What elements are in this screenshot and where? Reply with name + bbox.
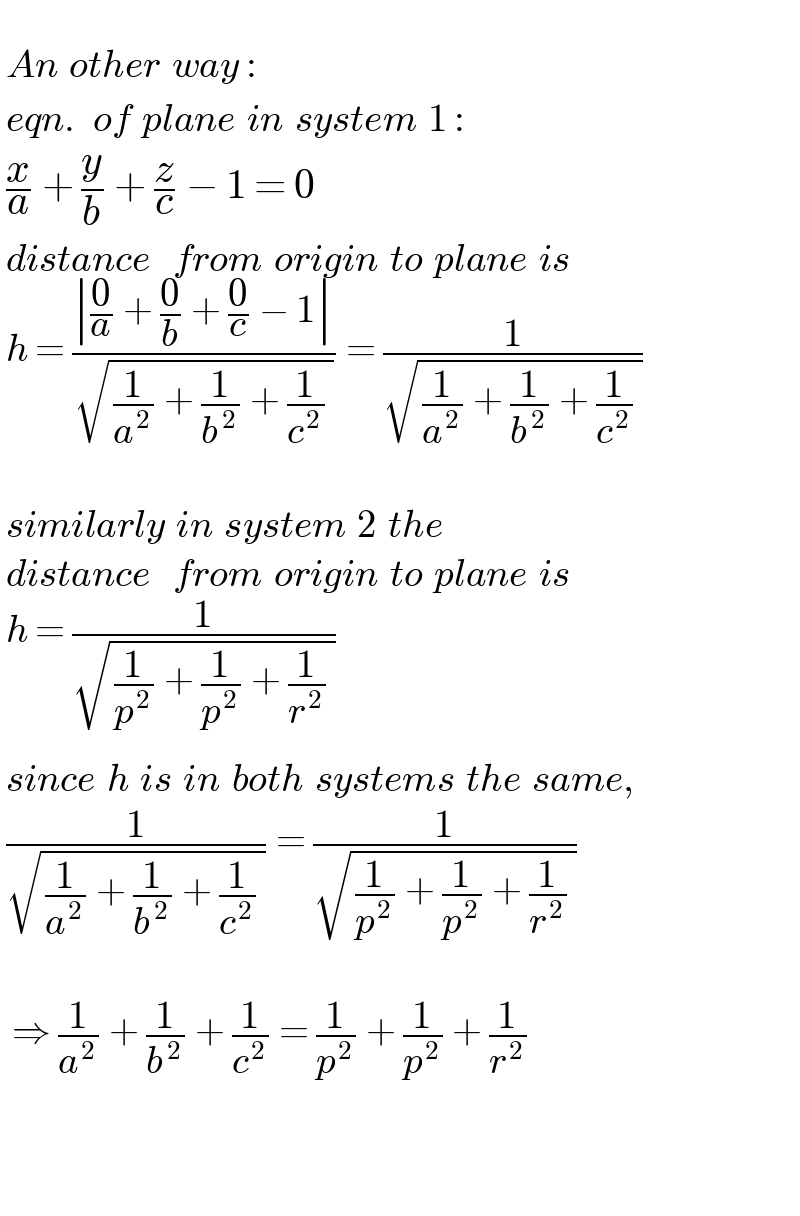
Text: $\mathit{An\ other\ way:}$: $\mathit{An\ other\ way:}$ xyxy=(5,46,255,85)
Text: $\mathit{similarly\ in\ system\ 2\ the}$: $\mathit{similarly\ in\ system\ 2\ the}$ xyxy=(5,507,443,546)
Text: $\mathit{distance\ \ from\ origin\ to\ plane\ is}$: $\mathit{distance\ \ from\ origin\ to\ p… xyxy=(5,242,570,280)
Text: $\Rightarrow\dfrac{1}{a^2}+\dfrac{1}{b^2}+\dfrac{1}{c^2}=\dfrac{1}{p^2}+\dfrac{1: $\Rightarrow\dfrac{1}{a^2}+\dfrac{1}{b^2… xyxy=(5,1000,527,1083)
Text: $\mathit{eqn.\ of\ plane\ in\ system\ 1:}$: $\mathit{eqn.\ of\ plane\ in\ system\ 1:… xyxy=(5,102,463,140)
Text: $\dfrac{x}{a}+\dfrac{y}{b}+\dfrac{z}{c}-1=0$: $\dfrac{x}{a}+\dfrac{y}{b}+\dfrac{z}{c}-… xyxy=(5,154,314,229)
Text: $h=\dfrac{1}{\sqrt{\dfrac{1}{p^2}+\dfrac{1}{p^2}+\dfrac{1}{r^2}}}$: $h=\dfrac{1}{\sqrt{\dfrac{1}{p^2}+\dfrac… xyxy=(5,598,335,733)
Text: $\dfrac{1}{\sqrt{\dfrac{1}{a^2}+\dfrac{1}{b^2}+\dfrac{1}{c^2}}}=\dfrac{1}{\sqrt{: $\dfrac{1}{\sqrt{\dfrac{1}{a^2}+\dfrac{1… xyxy=(5,809,576,944)
Text: $h=\dfrac{\left|\dfrac{0}{a}+\dfrac{0}{b}+\dfrac{0}{c}-1\right|}{\sqrt{\dfrac{1}: $h=\dfrac{\left|\dfrac{0}{a}+\dfrac{0}{b… xyxy=(5,276,642,446)
Text: $\mathit{since\ h\ is\ in\ both\ systems\ the\ same,}$: $\mathit{since\ h\ is\ in\ both\ systems… xyxy=(5,761,633,800)
Text: $\mathit{distance\ \ from\ origin\ to\ plane\ is}$: $\mathit{distance\ \ from\ origin\ to\ p… xyxy=(5,557,570,595)
